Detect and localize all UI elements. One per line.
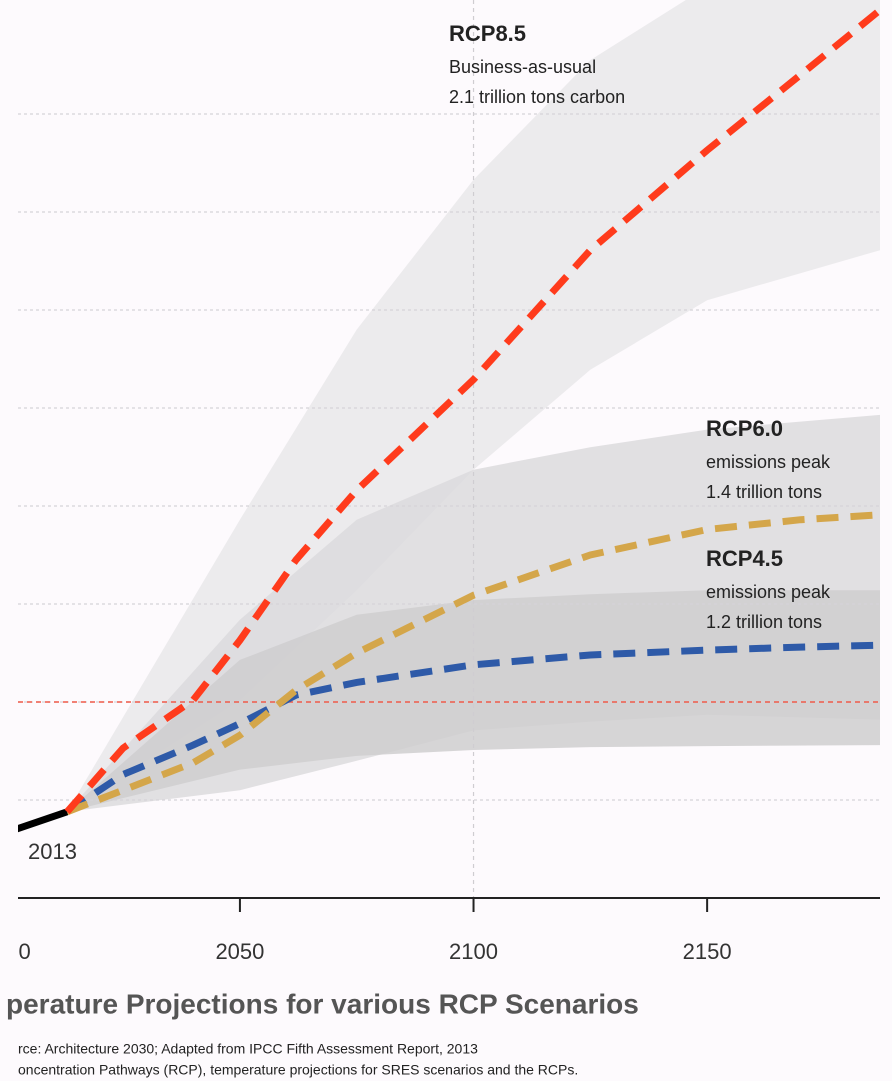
source-line: oncentration Pathways (RCP), temperature… [18, 1062, 578, 1078]
lines [18, 7, 880, 833]
series-label: RCP4.5 [706, 546, 783, 571]
series-label: RCP6.0 [706, 416, 783, 441]
series-line [65, 641, 880, 815]
series-note: 1.4 trillion tons [706, 482, 822, 502]
source-line: rce: Architecture 2030; Adapted from IPC… [18, 1041, 478, 1057]
series-line [64, 7, 880, 815]
bands [67, 0, 880, 812]
x-tick-label: 2000 [0, 939, 31, 964]
labels: 2013 RCP8.5 Business-as-usual 2.1 trillion … [28, 21, 831, 864]
uncertainty-band [67, 590, 880, 812]
x-tick-label: 2100 [449, 939, 498, 964]
series-note: emissions peak [706, 452, 831, 472]
series-note: 1.2 trillion tons [706, 612, 822, 632]
axis: 2000 2050 2100 2150 [0, 897, 880, 964]
annotation: 2013 [28, 839, 77, 864]
x-tick-label: 2150 [683, 939, 732, 964]
series-line [65, 511, 880, 816]
series-label: RCP8.5 [449, 21, 526, 46]
series-note: emissions peak [706, 582, 831, 602]
chart-title: perature Projections for various RCP Sce… [6, 988, 639, 1019]
grid [18, 0, 880, 898]
x-tick-label: 2050 [215, 939, 264, 964]
series-note: Business-as-usual [449, 57, 596, 77]
series-note: 2.1 trillion tons carbon [449, 87, 625, 107]
history-line [18, 808, 69, 833]
